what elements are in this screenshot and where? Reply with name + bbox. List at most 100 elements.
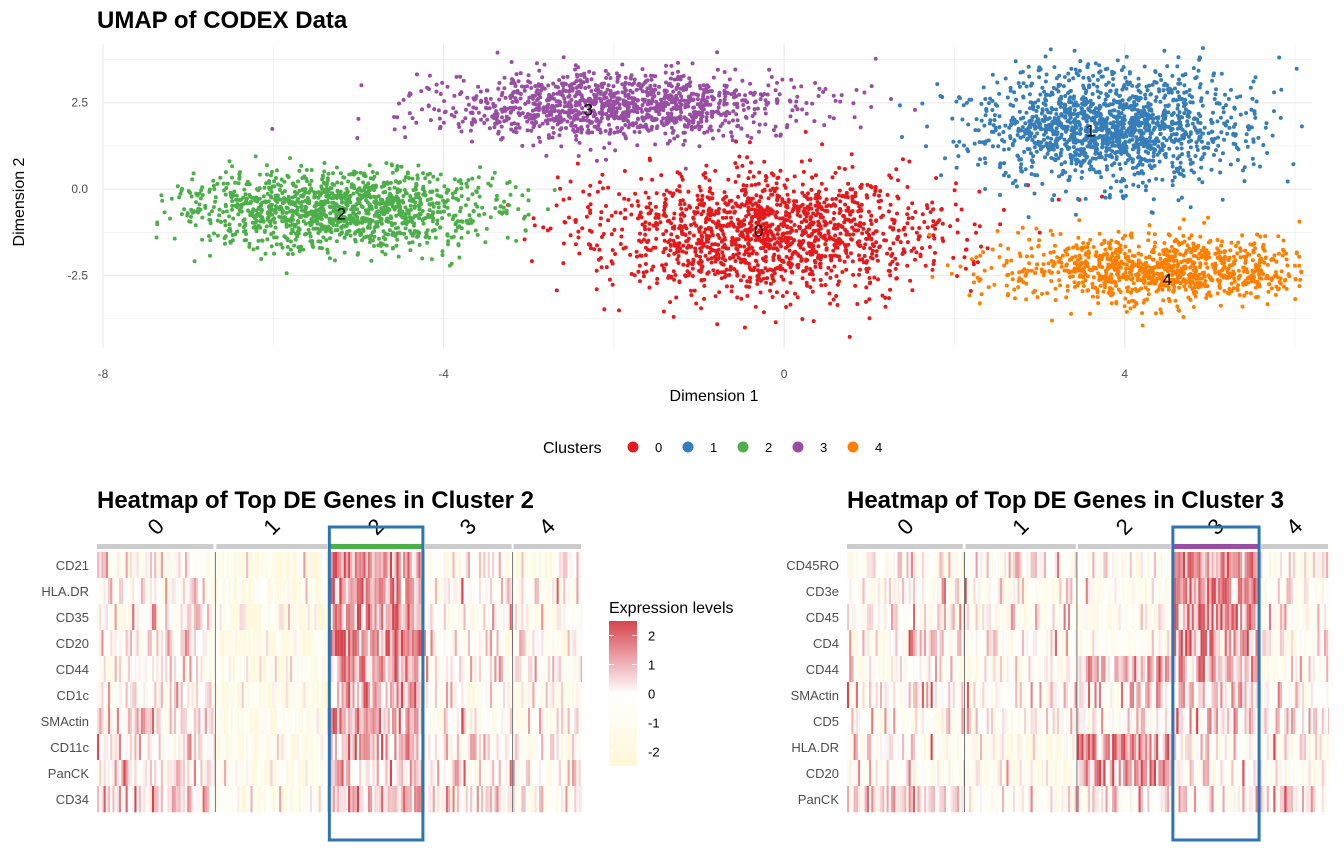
point-cluster-1 [1078,160,1083,165]
point-cluster-0 [922,220,927,224]
point-cluster-0 [795,295,800,300]
point-cluster-1 [1012,90,1017,95]
point-cluster-2 [417,216,422,221]
point-cluster-1 [1029,131,1034,136]
point-cluster-3 [509,60,514,64]
point-cluster-2 [232,189,237,194]
point-cluster-1 [1105,116,1110,121]
point-cluster-1 [1064,144,1069,149]
point-cluster-3 [626,125,631,130]
point-cluster-2 [302,192,306,197]
point-cluster-0 [835,303,840,307]
point-cluster-0 [756,268,760,273]
point-cluster-2 [427,215,431,219]
point-cluster-0 [888,246,893,251]
point-cluster-0 [763,178,768,183]
point-cluster-0 [830,175,835,180]
point-cluster-0 [769,192,774,197]
point-cluster-3 [407,111,412,116]
point-cluster-2 [236,181,241,186]
point-cluster-1 [998,165,1002,170]
point-cluster-0 [754,251,759,256]
point-cluster-0 [725,210,730,215]
point-cluster-1 [1051,85,1056,90]
point-cluster-0 [753,207,758,212]
point-cluster-0 [671,238,676,243]
point-cluster-1 [1134,118,1139,123]
point-cluster-1 [1138,129,1143,134]
point-cluster-0 [789,262,794,267]
point-cluster-2 [217,207,222,212]
point-cluster-0 [700,193,705,198]
point-cluster-1 [1220,197,1225,202]
point-cluster-2 [390,170,395,175]
point-cluster-0 [931,219,936,224]
point-cluster-0 [831,216,836,221]
point-cluster-2 [296,245,301,250]
point-cluster-0 [763,266,768,271]
point-cluster-1 [1061,84,1066,89]
point-cluster-2 [278,187,282,192]
point-cluster-0 [697,241,702,246]
point-cluster-2 [397,189,402,194]
point-cluster-0 [934,176,939,180]
point-cluster-1 [1024,110,1029,115]
point-cluster-2 [255,245,260,250]
point-cluster-2 [372,229,377,234]
point-cluster-0 [769,230,774,235]
point-cluster-1 [1110,149,1115,154]
point-cluster-0 [686,189,691,194]
point-cluster-0 [955,230,960,235]
point-cluster-3 [496,86,501,91]
point-cluster-1 [1279,87,1284,92]
point-cluster-1 [1114,155,1119,159]
point-cluster-2 [284,224,289,229]
point-cluster-0 [629,212,634,217]
point-cluster-2 [384,161,389,166]
point-cluster-0 [772,252,777,257]
point-cluster-0 [715,250,720,255]
point-cluster-0 [679,174,684,179]
point-cluster-2 [495,197,499,202]
point-cluster-0 [628,252,633,257]
point-cluster-0 [856,242,861,247]
point-cluster-2 [213,195,218,200]
point-cluster-2 [501,210,506,215]
point-cluster-2 [363,216,368,221]
point-cluster-0 [955,274,959,278]
point-cluster-1 [1060,113,1064,118]
point-cluster-3 [606,72,611,77]
point-cluster-1 [1121,145,1126,150]
point-cluster-2 [229,192,234,197]
point-cluster-0 [805,283,809,288]
point-cluster-2 [486,181,491,186]
point-cluster-0 [691,260,696,264]
point-cluster-1 [979,118,984,123]
point-cluster-1 [897,103,902,108]
point-cluster-2 [418,212,423,217]
point-cluster-1 [1146,101,1151,106]
point-cluster-0 [604,204,608,208]
point-cluster-2 [456,243,461,248]
point-cluster-1 [1147,178,1152,183]
point-cluster-0 [844,229,849,234]
point-cluster-0 [914,230,919,235]
point-cluster-3 [513,97,518,102]
point-cluster-1 [992,113,997,118]
point-cluster-2 [436,205,441,210]
point-cluster-2 [225,181,230,186]
point-cluster-0 [790,240,795,245]
point-cluster-3 [701,94,706,99]
point-cluster-3 [831,93,836,98]
point-cluster-2 [473,228,478,233]
point-cluster-0 [666,275,671,280]
point-cluster-0 [662,238,667,243]
point-cluster-0 [709,229,714,234]
point-cluster-2 [265,216,270,220]
point-cluster-1 [1285,179,1290,184]
point-cluster-3 [461,78,466,83]
umap-title: UMAP of CODEX Data [97,7,348,34]
point-cluster-0 [660,263,665,268]
point-cluster-0 [877,205,882,210]
point-cluster-1 [1110,143,1115,148]
